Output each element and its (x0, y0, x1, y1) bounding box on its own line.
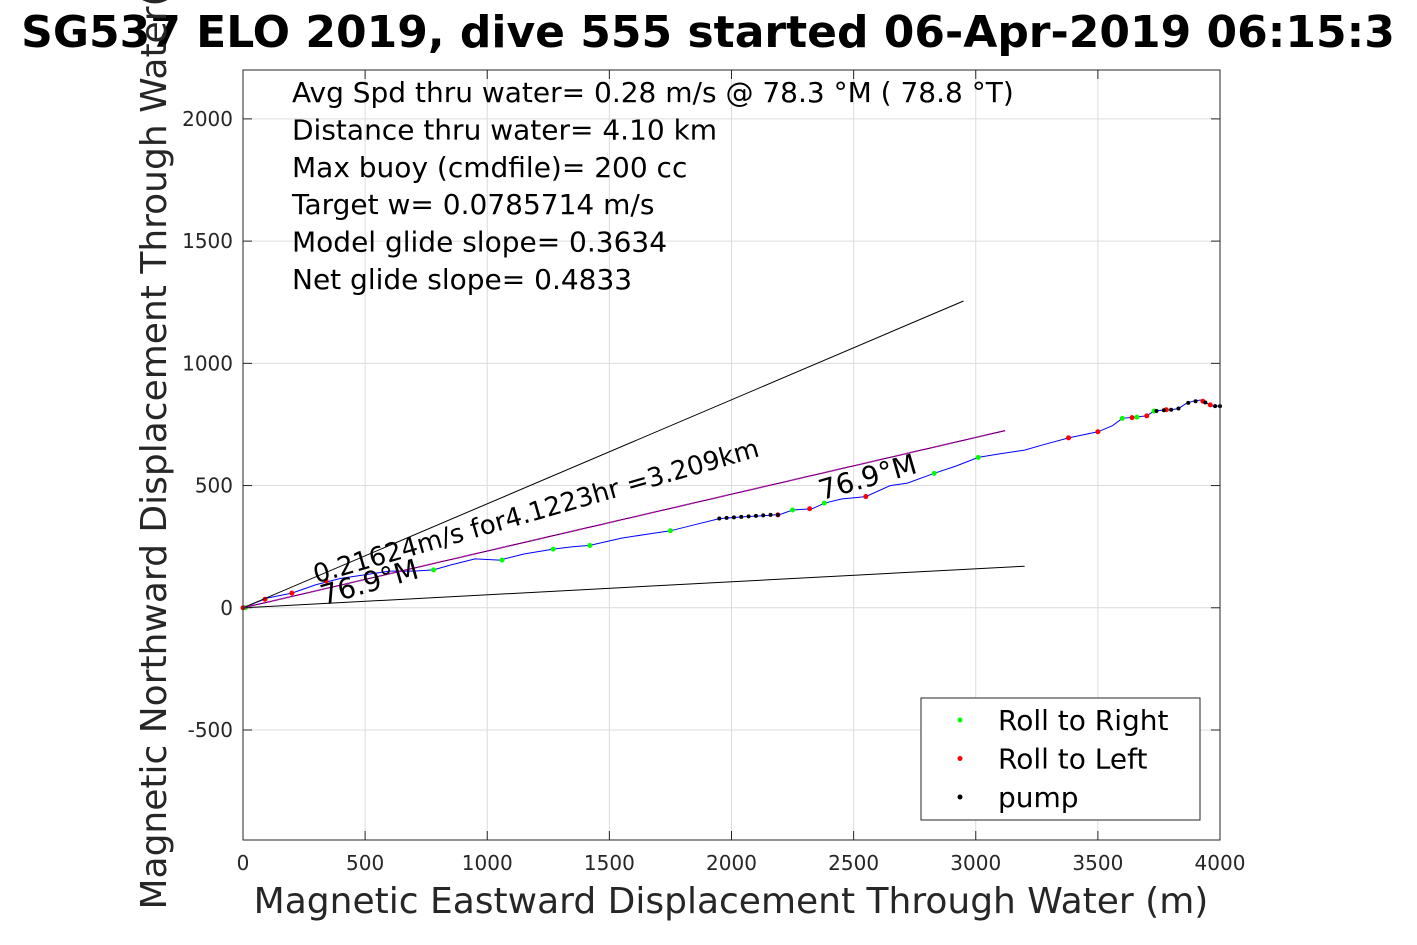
info-line: Avg Spd thru water= 0.28 m/s @ 78.3 °M (… (292, 76, 1014, 109)
data-point-roll-to-right (587, 542, 593, 548)
data-point-pump (731, 515, 736, 520)
data-point-pump (724, 515, 729, 520)
data-point-roll-to-right (499, 557, 505, 563)
x-axis-label: Magnetic Eastward Displacement Through W… (254, 881, 1209, 922)
data-point-roll-to-right (667, 528, 673, 534)
y-tick-label: 500 (195, 474, 233, 498)
data-point-pump (746, 514, 751, 519)
data-point-roll-to-right (931, 470, 937, 476)
legend-label: Roll to Right (998, 704, 1169, 737)
data-point-roll-to-left (863, 494, 869, 500)
y-tick-label: 2000 (182, 107, 233, 131)
info-line: Target w= 0.0785714 m/s (291, 188, 654, 221)
info-line: Distance thru water= 4.10 km (292, 113, 717, 146)
info-line: Max buoy (cmdfile)= 200 cc (292, 151, 687, 184)
x-tick-label: 3500 (1072, 851, 1123, 875)
data-point-roll-to-right (1134, 414, 1140, 420)
data-point-roll-to-left (1095, 429, 1101, 435)
data-point-pump (1176, 406, 1181, 411)
data-point-pump (753, 513, 758, 518)
data-point-pump (761, 513, 766, 518)
y-axis-label: Magnetic Northward Displacement Through … (134, 0, 175, 910)
data-point-pump (739, 514, 744, 519)
legend-marker (957, 756, 963, 761)
data-point-roll-to-right (821, 500, 827, 506)
y-tick-label: -500 (188, 718, 233, 742)
y-tick-label: 1500 (182, 229, 233, 253)
axis-ticks: 0 500 1000 1500 2000 2500 3000 3500 4000 -500 0 500… (182, 70, 1245, 875)
legend-box (920, 697, 1201, 821)
y-tick-label: 1000 (182, 351, 233, 375)
data-point-roll-to-left (323, 578, 329, 584)
x-tick-label: 1000 (462, 851, 513, 875)
data-point-pump (775, 512, 780, 517)
series-line-course (242, 429, 1006, 609)
data-point-roll-to-left (807, 506, 813, 512)
x-tick-label: 1500 (584, 851, 635, 875)
data-point-roll-to-left (1066, 435, 1072, 441)
legend: Roll to Right Roll to Left pump (920, 697, 1201, 821)
plot-series (240, 300, 1222, 611)
data-point-pump (1169, 407, 1174, 412)
data-point-pump (1213, 404, 1218, 409)
info-line: Model glide slope= 0.3634 (292, 226, 667, 259)
data-point-roll-to-right (1119, 415, 1125, 421)
data-point-roll-to-left (1129, 415, 1135, 421)
data-point-roll-to-right (975, 454, 981, 460)
x-tick-label: 4000 (1195, 851, 1246, 875)
x-tick-label: 2000 (706, 851, 757, 875)
series-line-glide-cone (242, 565, 1025, 609)
y-tick-label: 0 (220, 596, 233, 620)
data-point-pump (1193, 399, 1198, 404)
x-tick-label: 500 (346, 851, 384, 875)
legend-label: Roll to Left (998, 743, 1147, 776)
data-point-pump (1154, 409, 1159, 413)
x-tick-label: 0 (237, 851, 250, 875)
data-point-roll-to-left (289, 590, 295, 596)
data-point-pump (1203, 400, 1208, 405)
data-point-roll-to-right (431, 567, 437, 573)
info-line: Net glide slope= 0.4833 (292, 263, 632, 296)
series-line-glide-cone (242, 300, 964, 609)
x-tick-label: 2500 (828, 851, 879, 875)
x-tick-label: 3000 (950, 851, 1001, 875)
data-point-roll-to-left (1144, 413, 1150, 419)
data-point-roll-to-right (550, 546, 556, 552)
legend-marker (957, 794, 963, 800)
chart-title: SG537 ELO 2019, dive 555 started 06-Apr-… (21, 7, 1395, 58)
info-text-block: Avg Spd thru water= 0.28 m/s @ 78.3 °M (… (291, 76, 1014, 296)
data-point-pump (1161, 408, 1166, 413)
legend-marker (957, 717, 963, 723)
data-point-pump (1186, 400, 1191, 405)
legend-label: pump (998, 781, 1079, 814)
data-point-pump (768, 512, 773, 517)
data-point-pump (717, 516, 722, 521)
data-point-roll-to-right (790, 507, 796, 513)
data-point-roll-to-left (1207, 402, 1213, 408)
